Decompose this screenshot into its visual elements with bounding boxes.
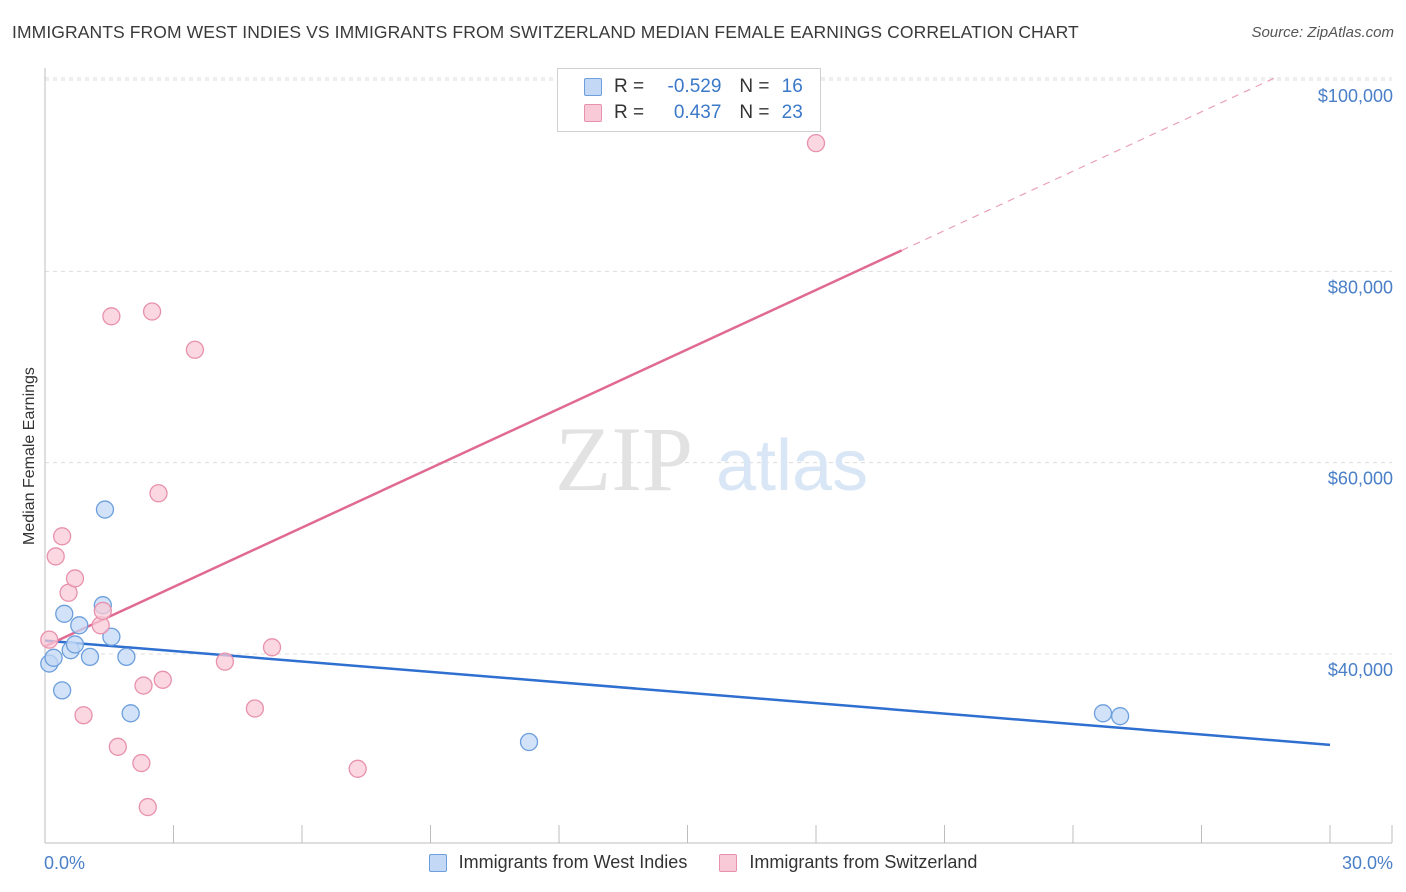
- y-tick-label: $80,000: [1328, 277, 1393, 297]
- trend-lines: [44, 75, 1331, 747]
- legend-row-switzerland: R = 0.437 N = 23: [584, 100, 803, 126]
- point-west-indies: [519, 732, 539, 752]
- point-switzerland: [262, 638, 282, 657]
- point-switzerland: [132, 753, 151, 773]
- series-label-switzerland: Immigrants from Switzerland: [749, 852, 978, 872]
- chart-title: IMMIGRANTS FROM WEST INDIES VS IMMIGRANT…: [12, 22, 1079, 42]
- point-switzerland: [215, 652, 235, 671]
- point-west-indies: [121, 704, 140, 723]
- legend-r-label: R =: [614, 76, 645, 97]
- axes: [44, 68, 1393, 844]
- legend-n-label: N =: [739, 102, 770, 123]
- x-tick-label: 0.0%: [44, 853, 85, 873]
- point-west-indies: [117, 647, 136, 667]
- point-west-indies: [65, 635, 85, 654]
- point-west-indies: [80, 647, 100, 667]
- legend-swatch-west-indies: [584, 78, 602, 96]
- legend-r-label: R =: [614, 102, 645, 123]
- point-switzerland: [138, 797, 157, 817]
- point-switzerland: [74, 706, 93, 725]
- legend-r-value: 0.437: [673, 102, 722, 123]
- series-swatch-west-indies: [428, 853, 447, 872]
- point-switzerland: [40, 630, 59, 649]
- legend-swatch-switzerland: [584, 104, 602, 122]
- legend-n-value: 16: [781, 76, 803, 97]
- grid-lines: [45, 77, 1392, 655]
- trend-line-switzerland: [44, 249, 903, 648]
- series-legend: Immigrants from West Indies Immigrants f…: [0, 852, 1406, 873]
- legend-n-label: N =: [739, 76, 770, 97]
- y-tick-label: $60,000: [1328, 469, 1393, 489]
- point-west-indies: [70, 616, 89, 635]
- point-west-indies: [1110, 707, 1130, 726]
- legend-row-west-indies: R = -0.529 N = 16: [584, 74, 803, 100]
- y-tick-label: $100,000: [1318, 86, 1393, 106]
- point-west-indies: [102, 627, 121, 646]
- trend-line-west-indies: [44, 639, 1331, 747]
- point-switzerland: [245, 699, 265, 718]
- point-switzerland: [348, 759, 367, 778]
- point-west-indies: [95, 500, 115, 519]
- source-note: Source: ZipAtlas.com: [1251, 24, 1394, 41]
- correlation-legend: R = -0.529 N = 16 R = 0.437 N = 23: [557, 68, 821, 132]
- point-switzerland: [134, 676, 153, 695]
- point-switzerland: [93, 601, 112, 621]
- legend-n-value: 23: [781, 102, 803, 123]
- point-switzerland: [52, 527, 72, 546]
- series-legend-switzerland: Immigrants from Switzerland: [719, 852, 977, 873]
- x-tick-label: 30.0%: [1342, 853, 1393, 873]
- point-west-indies: [1093, 704, 1113, 723]
- data-points: [40, 133, 1130, 817]
- point-switzerland: [806, 133, 826, 153]
- point-switzerland: [142, 302, 162, 321]
- watermark: ZIP atlas: [555, 408, 868, 510]
- y-tick-labels: $40,000 $60,000 $80,000 $100,000: [1318, 86, 1393, 680]
- series-legend-west-indies: Immigrants from West Indies: [428, 852, 688, 873]
- legend-r-value: -0.529: [667, 76, 722, 97]
- point-switzerland: [153, 670, 172, 689]
- watermark-atlas: atlas: [716, 426, 868, 506]
- x-tick-labels: 0.0% 30.0%: [44, 853, 1393, 873]
- point-switzerland: [108, 737, 127, 756]
- point-west-indies: [55, 604, 74, 623]
- point-switzerland: [65, 569, 85, 588]
- series-label-west-indies: Immigrants from West Indies: [458, 852, 688, 872]
- trend-line-switzerland-extension: [901, 75, 1279, 251]
- point-switzerland: [149, 484, 168, 503]
- y-axis-label: Median Female Earnings: [21, 367, 38, 545]
- y-tick-label: $40,000: [1328, 660, 1393, 680]
- series-swatch-switzerland: [719, 853, 738, 872]
- point-switzerland: [46, 547, 65, 566]
- point-west-indies: [44, 648, 63, 667]
- watermark-zip: ZIP: [555, 408, 693, 510]
- point-switzerland: [102, 307, 121, 326]
- point-switzerland: [185, 340, 205, 359]
- point-west-indies: [52, 681, 72, 700]
